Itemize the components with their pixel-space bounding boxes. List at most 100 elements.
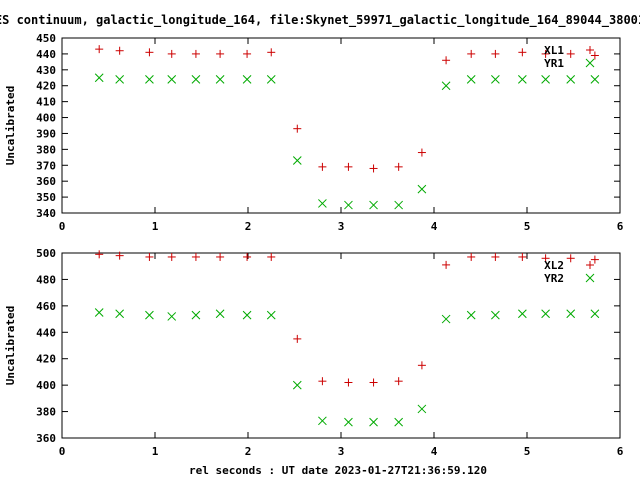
data-point: [467, 252, 476, 261]
data-point: [94, 73, 104, 83]
data-point: [369, 164, 378, 173]
series-YR2: [94, 308, 600, 427]
plot-frame: [61, 252, 621, 439]
y-tick-label: 460: [36, 300, 56, 313]
data-point: [293, 334, 302, 343]
data-point: [590, 309, 600, 319]
y-tick-label: 400: [36, 112, 56, 125]
data-point: [215, 75, 225, 84]
data-point: [292, 380, 302, 390]
data-point: [566, 49, 575, 58]
y-tick-label: 400: [36, 379, 56, 392]
data-point: [115, 46, 124, 55]
data-point: [344, 417, 353, 427]
legend-entry: XL2: [544, 259, 594, 272]
data-point: [541, 75, 550, 84]
plot-frame: [61, 37, 621, 214]
y-tick-label: 440: [36, 326, 56, 339]
y-tick-label: 420: [36, 353, 56, 366]
data-point: [318, 377, 327, 386]
data-point: [145, 252, 154, 261]
data-point: [167, 75, 177, 84]
data-point: [167, 252, 176, 261]
series-YR1: [94, 73, 600, 210]
data-point: [541, 309, 550, 319]
data-point: [267, 252, 276, 261]
y-tick-label: 500: [36, 247, 56, 260]
data-point: [417, 184, 427, 194]
data-point: [369, 417, 378, 427]
x-tick-label: 1: [152, 445, 159, 458]
data-point: [394, 200, 404, 210]
y-tick-label: 340: [36, 207, 56, 220]
y-tick-label: 360: [36, 432, 56, 445]
legend-marker: [585, 273, 595, 283]
data-point: [95, 45, 104, 54]
data-point: [369, 200, 378, 210]
data-point: [541, 49, 550, 58]
y-tick-label: 450: [36, 32, 56, 45]
data-point: [216, 49, 225, 58]
x-tick-label: 5: [524, 220, 531, 233]
data-point: [215, 309, 225, 319]
panel-1: 340 350 360 370 380 390 400 410 420 430 440 450 0 1 2 3…: [4, 32, 624, 233]
legend-entry: YR2: [544, 272, 595, 285]
data-point: [590, 51, 599, 60]
data-point: [243, 252, 252, 261]
x-tick-label: 0: [59, 220, 66, 233]
y-tick-label: 380: [36, 406, 56, 419]
data-point: [318, 416, 327, 426]
legend-label: XL2: [544, 259, 564, 272]
series-XL1: [95, 45, 599, 173]
data-point: [441, 314, 451, 324]
data-point: [266, 310, 276, 320]
data-point: [344, 162, 353, 171]
x-tick-label: 2: [245, 445, 252, 458]
data-point: [590, 255, 599, 264]
data-point: [344, 200, 353, 210]
data-point: [243, 49, 252, 58]
data-point: [394, 417, 404, 427]
panel-2: 360 380 400 420 440 460 480 500 0 1 2 3 4 5 6 Uncalibra…: [4, 247, 624, 458]
data-point: [442, 56, 451, 65]
data-point: [417, 361, 426, 370]
data-point: [266, 75, 276, 84]
data-point: [191, 310, 201, 320]
x-tick-label: 4: [431, 445, 438, 458]
legend-label: YR1: [544, 57, 564, 70]
data-point: [518, 252, 527, 261]
y-axis-label: Uncalibrated: [4, 306, 17, 385]
data-point: [417, 148, 426, 157]
x-axis-label: rel seconds : UT date 2023-01-27T21:36:5…: [189, 464, 487, 477]
data-point: [441, 81, 451, 91]
data-point: [95, 250, 104, 259]
data-point: [344, 378, 353, 387]
data-point: [292, 156, 302, 165]
x-tick-label: 6: [617, 220, 624, 233]
legend-entry: YR1: [544, 57, 595, 70]
x-tick-label: 3: [338, 220, 345, 233]
series-XL2: [95, 250, 599, 387]
data-point: [394, 377, 403, 386]
data-point: [466, 75, 476, 84]
data-point: [191, 252, 200, 261]
x-tick-label: 3: [338, 445, 345, 458]
data-point: [145, 48, 154, 57]
x-tick-label: 0: [59, 445, 66, 458]
data-point: [590, 75, 600, 84]
data-point: [491, 75, 500, 84]
data-point: [541, 254, 550, 263]
y-axis-label: Uncalibrated: [4, 86, 17, 165]
data-point: [191, 49, 200, 58]
y-tick-label: 360: [36, 175, 56, 188]
y-tick-label: 380: [36, 143, 56, 156]
data-point: [417, 404, 427, 414]
data-point: [145, 75, 154, 84]
data-point: [491, 49, 500, 58]
data-point: [242, 75, 252, 84]
y-tick-label: 350: [36, 191, 56, 204]
x-tick-label: 1: [152, 220, 159, 233]
data-point: [518, 48, 527, 57]
